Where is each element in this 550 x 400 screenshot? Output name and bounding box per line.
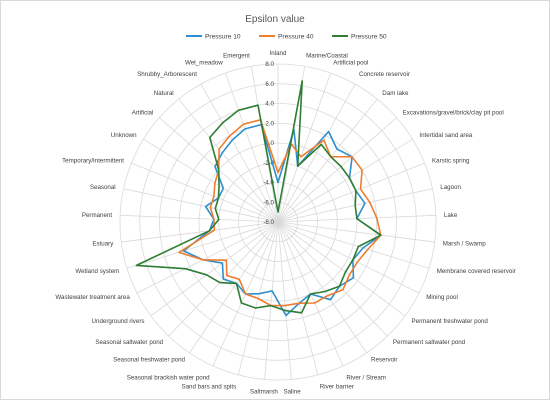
category-label: Temporary/Intermittent (62, 157, 124, 164)
spoke-line (143, 138, 279, 223)
category-label: Permanent saltwater pond (393, 339, 466, 346)
category-label: Wet_meadow (185, 60, 223, 67)
spoke-line (224, 72, 279, 223)
spoke-line (264, 221, 279, 380)
category-label: Marine/Coastal (306, 52, 348, 59)
spoke-line (126, 221, 279, 269)
radial-tick-label: 4.0 (265, 101, 274, 108)
series-line (178, 119, 382, 307)
series-layer (135, 80, 382, 317)
spoke-line (277, 221, 367, 354)
spoke-line (277, 221, 420, 294)
spoke-line (120, 214, 279, 223)
category-label: Lake (444, 212, 458, 219)
category-label: Permanent freshwater pond (412, 318, 489, 325)
spoke-line (277, 98, 378, 223)
legend-label: Pressure 40 (278, 33, 314, 40)
category-label: Wetland system (75, 268, 119, 275)
category-label: Seasonal (90, 184, 116, 191)
category-label: Underground rivers (92, 318, 145, 325)
spoke-line (277, 138, 413, 223)
spoke-line (277, 221, 292, 380)
category-label: Artificial (132, 110, 154, 117)
radial-tick-label: 8.0 (265, 61, 274, 68)
category-label: Emergent (223, 52, 250, 59)
legend-label: Pressure 50 (351, 33, 387, 40)
spoke-line (277, 221, 435, 243)
category-label: Shrubby_Arborescent (137, 71, 197, 78)
spoke-line (200, 83, 279, 223)
spoke-line (277, 221, 430, 269)
category-label: Sand bars and spits (181, 384, 236, 391)
spoke-line (131, 162, 279, 223)
radial-tick-label: 2.0 (265, 120, 274, 127)
radial-tick-label: 6.0 (265, 81, 274, 88)
legend-label: Pressure 10 (205, 33, 241, 40)
category-label: Artificial pool (333, 60, 368, 67)
spoke-line (277, 221, 319, 376)
radial-tick-label: 0.0 (265, 140, 274, 147)
spoke-line (189, 221, 279, 354)
chart-title: Epsilon value (245, 14, 305, 25)
category-label: River barrier (320, 384, 354, 391)
category-label: Saline (283, 388, 301, 395)
category-label: Unknown (111, 132, 137, 139)
spoke-line (277, 162, 425, 223)
category-label: Seasonal saltwater pond (95, 339, 163, 346)
category-label: Excavations/gravel/brick/clay pit pool (403, 110, 504, 117)
radar-grid (119, 63, 437, 381)
category-label: Permanent (82, 212, 113, 219)
category-label: Lagoon (440, 184, 461, 191)
category-label: Concrete reservoir (359, 71, 410, 78)
category-label: Estuary (92, 240, 114, 247)
spoke-line (277, 117, 397, 223)
spoke-line (277, 72, 332, 223)
category-label: Karstic spring (432, 157, 470, 164)
category-label: Seasonal freshwater pond (113, 357, 185, 364)
legend: Pressure 10 Pressure 40 Pressure 50 (186, 33, 387, 40)
spoke-line (178, 98, 279, 223)
spoke-line (121, 221, 279, 243)
category-label: River / Stream (346, 374, 386, 381)
category-label: Seasonal brackish water pond (127, 374, 210, 381)
category-label: Intertidal sand area (419, 132, 473, 139)
spoke-line (123, 188, 279, 223)
spoke-line (150, 221, 279, 317)
radial-tick-label: -4.0 (263, 180, 274, 187)
category-label: Wastewater treatment area (55, 294, 130, 301)
spoke-line (136, 221, 279, 294)
category-label: Membrane covered reservoir (437, 268, 516, 275)
radial-tick-label: -6.0 (263, 199, 274, 206)
radial-tick-label: -8.0 (263, 219, 274, 226)
spoke-line (277, 83, 356, 223)
series-line (135, 80, 382, 314)
category-label: Marsh / Swamp (443, 240, 487, 247)
spoke-line (277, 221, 406, 317)
category-label: Mining pool (426, 294, 458, 301)
category-label: Natural (154, 90, 174, 97)
category-label: Reservoir (371, 357, 397, 364)
category-label: Dam lake (382, 90, 409, 97)
category-label: Saltmarsh (250, 388, 278, 395)
category-label: Inland (270, 50, 287, 57)
spoke-line (277, 221, 388, 337)
